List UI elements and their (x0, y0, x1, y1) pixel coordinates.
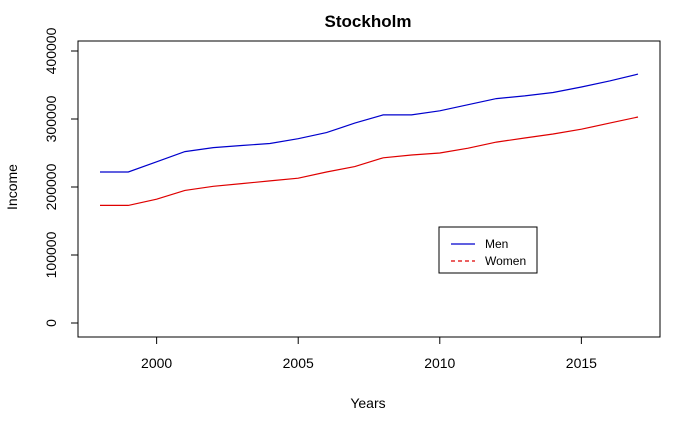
series-line-men (100, 73, 639, 173)
legend-box (438, 226, 538, 274)
x-tick-label: 2000 (141, 355, 172, 371)
legend: Men Women (438, 226, 538, 274)
chart-title: Stockholm (325, 12, 412, 31)
y-tick-label: 400000 (43, 27, 59, 74)
x-tick-label: 2010 (424, 355, 455, 371)
y-tick-label: 0 (43, 319, 59, 327)
legend-label-women: Women (485, 254, 526, 268)
series-line-women (100, 116, 639, 206)
plot-area-frame (77, 40, 661, 338)
x-tick-label: 2015 (566, 355, 597, 371)
y-tick-label: 200000 (43, 163, 59, 210)
y-tick-label: 300000 (43, 95, 59, 142)
series-layer (100, 73, 639, 206)
y-axis-label: Income (4, 164, 20, 210)
y-axis: 0 100000 200000 300000 400000 (43, 27, 79, 327)
legend-label-men: Men (485, 237, 508, 251)
x-tick-label: 2005 (283, 355, 314, 371)
x-axis-label: Years (350, 395, 385, 411)
x-axis: 2000 2005 2010 2015 (141, 336, 597, 371)
y-tick-label: 100000 (43, 231, 59, 278)
